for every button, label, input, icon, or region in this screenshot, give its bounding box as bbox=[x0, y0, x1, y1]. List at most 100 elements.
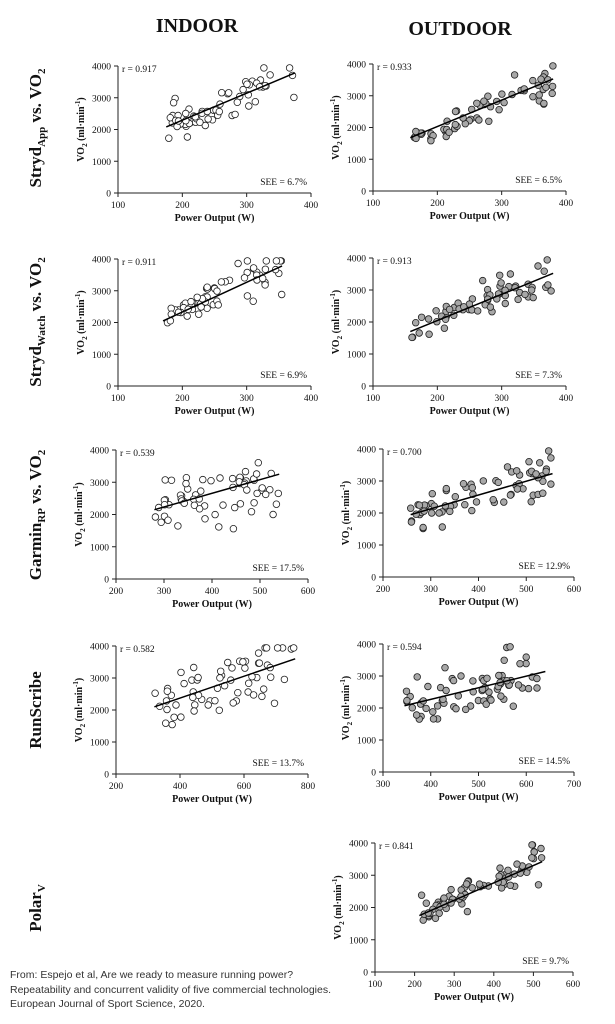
data-point bbox=[501, 299, 509, 308]
data-point bbox=[270, 699, 279, 707]
data-point bbox=[506, 881, 514, 889]
data-point bbox=[513, 467, 521, 475]
data-point bbox=[495, 671, 503, 680]
x-tick-label: 200 bbox=[430, 199, 445, 209]
r-value-label: r = 0.539 bbox=[120, 449, 155, 459]
y-tick-label: 1000 bbox=[347, 156, 366, 166]
chart-panel-9: 0 1000 2000 3000 4000 100 200 300 400 500 600 Power… bbox=[331, 840, 580, 1004]
see-value-label: SEE = 6.5% bbox=[515, 176, 562, 186]
see-value-label: SEE = 13.7% bbox=[252, 759, 304, 769]
data-point bbox=[540, 99, 548, 108]
x-axis-label: Power Output (W) bbox=[439, 597, 519, 608]
y-tick-label: 2000 bbox=[349, 904, 368, 914]
data-point bbox=[181, 109, 190, 118]
x-tick-label: 400 bbox=[173, 782, 188, 792]
data-point bbox=[522, 659, 530, 668]
data-point bbox=[521, 290, 529, 299]
x-axis-label: Power Output (W) bbox=[175, 406, 255, 417]
y-tick-label: 1000 bbox=[90, 739, 109, 749]
data-point bbox=[506, 270, 515, 278]
data-point bbox=[266, 71, 274, 79]
data-point bbox=[547, 287, 555, 295]
data-point bbox=[187, 297, 195, 306]
data-point bbox=[177, 668, 185, 677]
data-point bbox=[233, 98, 241, 106]
data-points bbox=[165, 64, 298, 142]
y-tick-label: 3000 bbox=[90, 479, 109, 489]
data-point bbox=[278, 290, 286, 299]
data-point bbox=[445, 128, 453, 136]
data-point bbox=[253, 489, 261, 498]
data-point bbox=[249, 297, 257, 305]
data-point bbox=[415, 501, 424, 509]
x-tick-label: 700 bbox=[567, 780, 582, 790]
data-point bbox=[260, 685, 268, 693]
x-tick-label: 200 bbox=[175, 394, 190, 404]
data-point bbox=[532, 470, 540, 478]
x-tick-label: 400 bbox=[487, 980, 502, 990]
y-tick-label: 2000 bbox=[90, 511, 109, 521]
y-axis-label: VO2 (ml·min-1) bbox=[72, 482, 87, 546]
data-point bbox=[193, 293, 201, 301]
data-point bbox=[151, 513, 160, 521]
data-point bbox=[190, 501, 199, 509]
data-point bbox=[168, 720, 176, 729]
data-point bbox=[479, 477, 487, 485]
data-point bbox=[216, 674, 224, 682]
chart-panel-2: 0 1000 2000 3000 4000 100 200 300 400 Power Outpu… bbox=[329, 61, 573, 223]
regression-line bbox=[162, 265, 283, 322]
y-tick-label: 3000 bbox=[92, 94, 111, 104]
x-tick-label: 600 bbox=[566, 980, 581, 990]
y-tick-label: 3000 bbox=[347, 92, 366, 102]
data-point bbox=[274, 489, 282, 498]
x-tick-label: 600 bbox=[237, 782, 252, 792]
data-point bbox=[513, 485, 522, 493]
y-axis-label: VO2 (ml·min-1) bbox=[329, 290, 344, 354]
data-point bbox=[215, 523, 223, 531]
x-tick-label: 300 bbox=[157, 587, 172, 597]
data-points bbox=[151, 459, 282, 533]
y-tick-label: 2000 bbox=[357, 510, 376, 520]
data-point bbox=[506, 643, 514, 651]
data-point bbox=[161, 476, 169, 484]
y-tick-label: 0 bbox=[104, 576, 109, 586]
x-axis-label: Power Output (W) bbox=[172, 599, 252, 610]
r-value-label: r = 0.917 bbox=[122, 65, 157, 75]
r-value-label: r = 0.933 bbox=[377, 63, 412, 73]
see-value-label: SEE = 9.7% bbox=[522, 957, 569, 967]
data-point bbox=[243, 257, 252, 265]
row-label-3: GarminRP vs. VO2 bbox=[26, 449, 48, 580]
y-tick-label: 0 bbox=[361, 383, 366, 393]
data-point bbox=[234, 689, 242, 697]
data-point bbox=[201, 515, 209, 523]
x-tick-label: 400 bbox=[559, 394, 574, 404]
x-tick-label: 100 bbox=[366, 199, 381, 209]
data-point bbox=[215, 107, 223, 116]
data-point bbox=[548, 82, 557, 91]
data-point bbox=[533, 674, 541, 683]
data-point bbox=[229, 699, 237, 707]
x-tick-label: 500 bbox=[526, 980, 541, 990]
regression-line bbox=[410, 272, 554, 333]
data-point bbox=[272, 500, 281, 508]
data-point bbox=[197, 487, 205, 495]
x-tick-label: 300 bbox=[447, 980, 462, 990]
data-point bbox=[408, 333, 416, 342]
data-point bbox=[236, 500, 245, 508]
data-point bbox=[510, 71, 519, 79]
data-points bbox=[151, 644, 298, 729]
data-point bbox=[407, 518, 416, 526]
data-point bbox=[468, 884, 476, 892]
data-point bbox=[527, 498, 535, 506]
data-point bbox=[230, 503, 239, 512]
data-point bbox=[424, 682, 432, 691]
data-point bbox=[494, 478, 502, 487]
data-point bbox=[540, 267, 548, 275]
data-point bbox=[489, 496, 497, 504]
data-point bbox=[167, 476, 176, 484]
x-tick-label: 300 bbox=[376, 780, 391, 790]
data-point bbox=[419, 523, 427, 532]
data-point bbox=[503, 463, 512, 471]
data-point bbox=[258, 484, 266, 492]
data-point bbox=[183, 133, 192, 141]
